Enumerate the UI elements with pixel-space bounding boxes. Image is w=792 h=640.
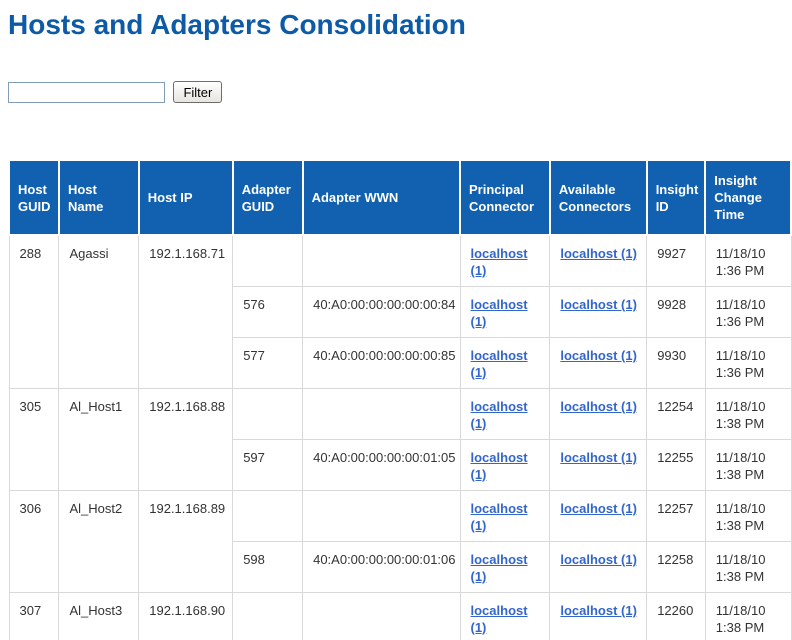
available-connectors-cell: localhost (1) [549,489,648,542]
principal-connector-link[interactable]: localhost (1) [470,602,528,635]
insight-id-cell: 12260 [646,591,706,640]
host-guid-cell: 306 [8,489,60,593]
filter-bar: Filter [8,81,792,103]
insight-change-time-cell: 11/18/10 1:38 PM [704,387,792,440]
principal-connector-link[interactable]: localhost (1) [470,500,528,533]
host-guid-cell: 305 [8,387,60,491]
adapter-guid-cell: 598 [232,540,304,593]
insight-id-cell: 9928 [646,285,706,338]
adapter-guid-cell: 577 [232,336,304,389]
available-connectors-cell: localhost (1) [549,234,648,287]
principal-connector-cell: localhost (1) [459,438,551,491]
adapter-guid-cell [232,387,304,440]
insight-change-time-cell: 11/18/10 1:38 PM [704,489,792,542]
table-row: 576 40:A0:00:00:00:00:00:84 localhost (1) l… [9,285,792,338]
available-connectors-cell: localhost (1) [549,591,648,640]
insight-id-cell: 12255 [646,438,706,491]
column-header: Host Name [57,159,140,236]
insight-change-time-cell: 11/18/10 1:38 PM [704,438,792,491]
available-connectors-link[interactable]: localhost (1) [560,500,637,516]
column-header: Available Connectors [548,159,648,236]
insight-change-time-cell: 11/18/10 1:36 PM [704,336,792,389]
available-connectors-cell: localhost (1) [549,336,648,389]
insight-id-cell: 12254 [646,387,706,440]
host-name-cell: Al_Host3 [58,591,140,640]
insight-id-cell: 9927 [646,234,706,287]
filter-input[interactable] [8,81,165,103]
column-header: Adapter WWN [301,159,462,236]
principal-connector-cell: localhost (1) [459,540,551,593]
insight-change-time-cell: 11/18/10 1:36 PM [704,285,792,338]
principal-connector-link[interactable]: localhost (1) [470,398,528,431]
principal-connector-cell: localhost (1) [459,285,551,338]
available-connectors-link[interactable]: localhost (1) [560,347,637,363]
principal-connector-cell: localhost (1) [459,234,551,287]
host-ip-cell: 192.1.168.71 [138,234,234,389]
column-header: Adapter GUID [231,159,304,236]
principal-connector-cell: localhost (1) [459,591,551,640]
principal-connector-link[interactable]: localhost (1) [470,551,528,584]
principal-connector-link[interactable]: localhost (1) [470,246,528,278]
adapter-wwn-cell: 40:A0:00:00:00:00:01:05 [302,438,461,491]
insight-id-cell: 12258 [646,540,706,593]
host-name-cell: Agassi [58,234,140,389]
page-title: Hosts and Adapters Consolidation [8,9,466,40]
host-ip-cell: 192.1.168.90 [138,591,234,640]
host-ip-cell: 192.1.168.88 [138,387,234,491]
principal-connector-link[interactable]: localhost (1) [470,449,528,482]
column-header: Insight ID [645,159,707,236]
adapter-wwn-cell: 40:A0:00:00:00:00:01:06 [302,540,461,593]
available-connectors-cell: localhost (1) [549,540,648,593]
insight-change-time-cell: 11/18/10 1:38 PM [704,591,792,640]
available-connectors-cell: localhost (1) [549,438,648,491]
host-ip-cell: 192.1.168.89 [138,489,234,593]
host-guid-cell: 307 [8,591,60,640]
column-header: Host GUID [8,159,60,236]
adapter-wwn-cell [302,591,461,640]
available-connectors-link[interactable]: localhost (1) [560,551,637,567]
adapter-guid-cell [232,489,304,542]
adapter-wwn-cell [302,387,461,440]
adapter-guid-cell [232,591,304,640]
column-header: Host IP [137,159,234,236]
available-connectors-link[interactable]: localhost (1) [560,296,637,312]
host-guid-cell: 288 [8,234,60,389]
insight-id-cell: 9930 [646,336,706,389]
available-connectors-link[interactable]: localhost (1) [560,602,637,618]
principal-connector-link[interactable]: localhost (1) [470,296,528,329]
adapter-wwn-cell: 40:A0:00:00:00:00:00:85 [302,336,461,389]
adapter-wwn-cell [302,234,461,287]
principal-connector-cell: localhost (1) [459,489,551,542]
principal-connector-cell: localhost (1) [459,336,551,389]
available-connectors-cell: localhost (1) [549,285,648,338]
adapter-wwn-cell [302,489,461,542]
host-name-cell: Al_Host2 [58,489,140,593]
header-row: Host GUID Host Name Host IP Adapter GUID Ada… [8,159,792,236]
available-connectors-link[interactable]: localhost (1) [560,398,637,414]
table-row: 307 Al_Host3 192.1.168.90 localhost (1) loca… [8,591,792,640]
table-row: 597 40:A0:00:00:00:00:01:05 localhost (1) l… [9,438,792,491]
insight-change-time-cell: 11/18/10 1:36 PM [704,234,792,287]
table-row: 306 Al_Host2 192.1.168.89 localhost (1) loca… [8,489,792,593]
adapter-guid-cell [232,234,304,287]
table-row: 598 40:A0:00:00:00:00:01:06 localhost (1) l… [9,540,792,593]
insight-change-time-cell: 11/18/10 1:38 PM [704,540,792,593]
principal-connector-cell: localhost (1) [459,387,551,440]
available-connectors-link[interactable]: localhost (1) [560,449,637,465]
adapter-wwn-cell: 40:A0:00:00:00:00:00:84 [302,285,461,338]
available-connectors-cell: localhost (1) [549,387,648,440]
available-connectors-link[interactable]: localhost (1) [560,246,637,261]
column-header: Insight Change Time [704,159,792,236]
filter-button[interactable]: Filter [173,81,223,103]
adapter-guid-cell: 597 [232,438,304,491]
table-row: 288 Agassi 192.1.168.71 localhost (1) localh… [8,234,792,389]
insight-id-cell: 12257 [646,489,706,542]
table-row: 305 Al_Host1 192.1.168.88 localhost (1) loca… [8,387,792,491]
table-row: 577 40:A0:00:00:00:00:00:85 localhost (1) l… [9,336,792,389]
adapter-guid-cell: 576 [232,285,304,338]
host-name-cell: Al_Host1 [58,387,140,491]
column-header: Principal Connector [459,159,551,236]
hosts-adapters-table: Host GUID Host Name Host IP Adapter GUID Ada… [8,159,792,640]
principal-connector-link[interactable]: localhost (1) [470,347,528,380]
